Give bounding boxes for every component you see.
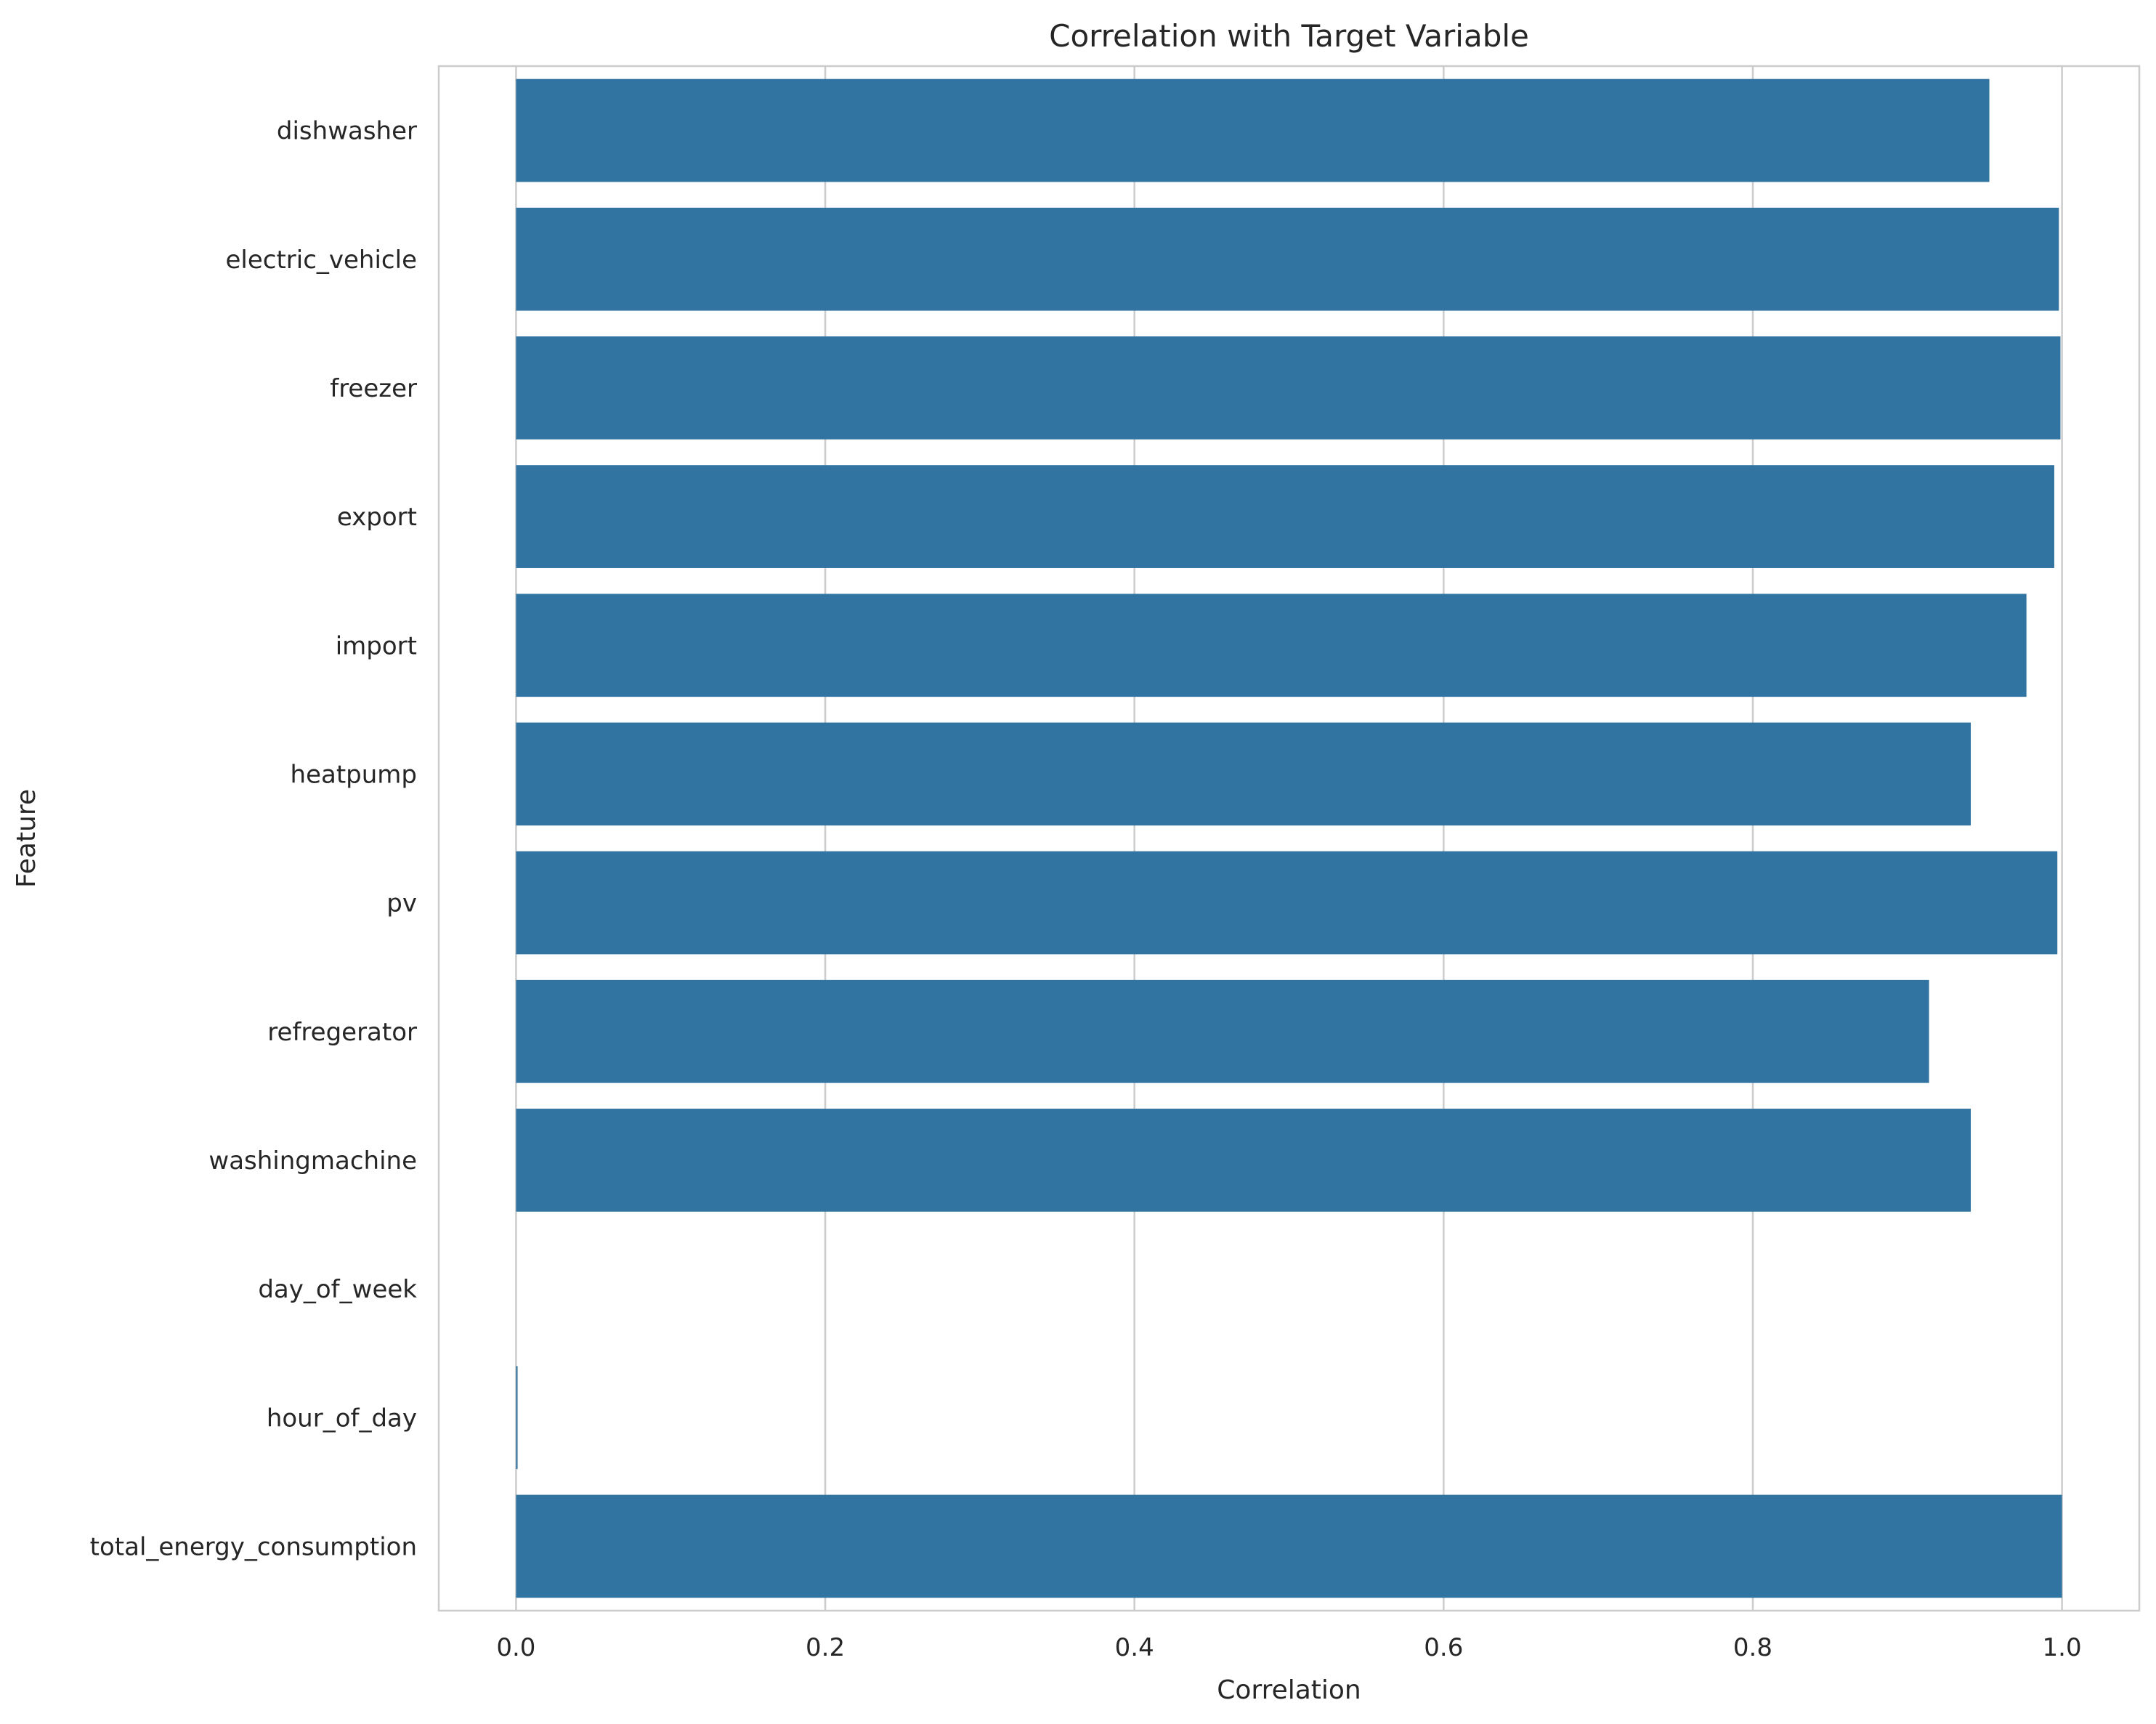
bar-export (516, 465, 2054, 568)
bar-refregerator (516, 979, 1929, 1083)
y-tick-label: day_of_week (258, 1275, 417, 1304)
x-tick-label: 0.2 (806, 1633, 845, 1662)
grid-lines (515, 66, 2063, 1611)
x-tick-label: 0.4 (1115, 1633, 1154, 1662)
y-tick-label: heatpump (291, 760, 417, 789)
x-tick-label: 0.0 (496, 1633, 535, 1662)
y-tick-label: refregerator (267, 1018, 417, 1047)
y-tick-label: import (336, 631, 417, 660)
bar-total-energy-consumption (516, 1494, 2062, 1598)
x-tick-label: 0.6 (1424, 1633, 1463, 1662)
bar-heatpump (516, 722, 1971, 826)
bar-import (516, 594, 2027, 697)
y-tick-label: electric_vehicle (225, 246, 417, 275)
x-tick-labels: 0.0 0.2 0.4 0.6 0.8 1.0 (496, 1633, 2081, 1662)
x-axis-label: Correlation (1217, 1675, 1361, 1705)
y-tick-label: freezer (330, 374, 417, 403)
y-tick-label: dishwasher (277, 117, 417, 146)
bar-hour-of-day (516, 1366, 518, 1470)
bar-dishwasher (516, 78, 1990, 182)
y-tick-label: total_energy_consumption (90, 1532, 417, 1561)
bar-electric-vehicle (516, 207, 2059, 311)
y-tick-label: hour_of_day (267, 1404, 417, 1433)
x-tick-label: 1.0 (2043, 1633, 2082, 1662)
y-axis-label: Feature (12, 789, 41, 888)
bar-freezer (516, 336, 2061, 440)
bar-pv (516, 851, 2058, 955)
bars (516, 78, 2062, 1598)
plot-frame (437, 65, 2141, 1612)
chart-title: Correlation with Target Variable (1049, 18, 1529, 54)
y-tick-label: washingmachine (208, 1146, 417, 1175)
y-tick-label: export (337, 503, 417, 532)
y-tick-label: pv (386, 889, 417, 918)
x-tick-label: 0.8 (1733, 1633, 1772, 1662)
bar-washingmachine (516, 1109, 1971, 1212)
